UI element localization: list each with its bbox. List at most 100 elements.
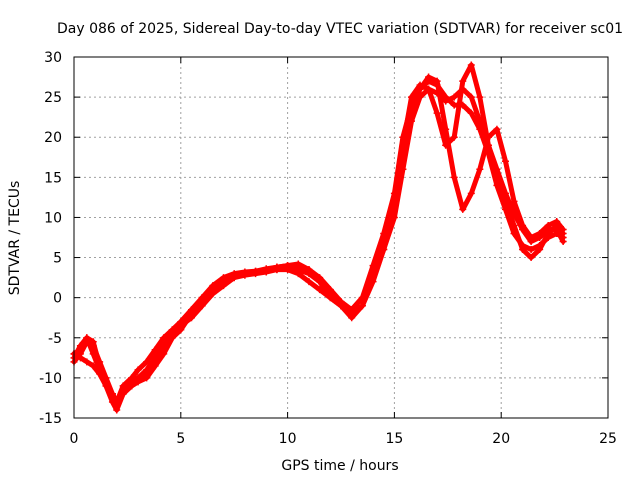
data-point bbox=[102, 378, 110, 386]
data-point bbox=[416, 81, 424, 89]
data-point bbox=[76, 346, 84, 354]
data-point bbox=[544, 229, 552, 237]
data-point bbox=[544, 221, 552, 229]
data-series-layer bbox=[70, 61, 567, 414]
data-point bbox=[230, 274, 238, 282]
gridlines bbox=[74, 57, 608, 418]
data-point bbox=[128, 382, 136, 390]
data-point bbox=[209, 290, 217, 298]
data-point bbox=[553, 221, 561, 229]
data-point bbox=[450, 93, 458, 101]
data-point bbox=[108, 390, 116, 398]
data-point bbox=[536, 246, 544, 254]
data-point bbox=[168, 326, 176, 334]
y-tick-label: 10 bbox=[44, 210, 62, 226]
data-point bbox=[151, 358, 159, 366]
x-tick-label: 25 bbox=[599, 431, 617, 447]
data-point bbox=[96, 362, 104, 370]
data-point bbox=[380, 246, 388, 254]
series-trace bbox=[71, 62, 566, 405]
x-tick-label: 20 bbox=[492, 431, 510, 447]
data-point bbox=[519, 246, 527, 254]
data-point bbox=[134, 374, 142, 382]
data-point bbox=[305, 278, 313, 286]
y-tick-label: -15 bbox=[39, 411, 62, 427]
data-point bbox=[348, 314, 356, 322]
data-point bbox=[536, 229, 544, 237]
data-point bbox=[326, 294, 334, 302]
data-point bbox=[527, 254, 535, 262]
data-point bbox=[337, 302, 345, 310]
series-trace bbox=[71, 74, 566, 405]
data-point bbox=[305, 266, 313, 274]
y-tick-label: 15 bbox=[44, 170, 62, 186]
data-point bbox=[168, 334, 176, 342]
data-point bbox=[143, 358, 151, 366]
x-axis-ticks: 0 5 10 15 20 25 bbox=[70, 57, 617, 447]
data-point bbox=[433, 109, 441, 117]
data-point bbox=[160, 346, 168, 354]
data-point bbox=[119, 386, 127, 394]
data-point bbox=[442, 97, 450, 105]
y-tick-label: 5 bbox=[53, 251, 62, 267]
x-tick-label: 0 bbox=[70, 431, 79, 447]
y-tick-label: 25 bbox=[44, 90, 62, 106]
data-point bbox=[467, 109, 475, 117]
data-point bbox=[113, 398, 121, 406]
x-tick-label: 5 bbox=[176, 431, 185, 447]
series-track-d bbox=[70, 61, 567, 406]
data-point bbox=[493, 173, 501, 181]
data-point bbox=[284, 262, 292, 270]
data-point bbox=[348, 306, 356, 314]
data-point bbox=[198, 294, 206, 302]
data-point bbox=[160, 334, 168, 342]
data-point bbox=[316, 278, 324, 286]
data-point bbox=[177, 322, 185, 330]
data-point bbox=[450, 133, 458, 141]
data-point bbox=[467, 61, 475, 69]
data-point bbox=[527, 246, 535, 254]
data-point bbox=[501, 197, 509, 205]
data-point bbox=[187, 306, 195, 314]
data-point bbox=[559, 238, 567, 246]
data-point bbox=[262, 265, 270, 273]
data-point bbox=[390, 205, 398, 213]
data-point bbox=[151, 346, 159, 354]
y-tick-label: 30 bbox=[44, 50, 62, 66]
data-point bbox=[425, 85, 433, 93]
data-point bbox=[510, 197, 518, 205]
data-point bbox=[476, 93, 484, 101]
chart-title: Day 086 of 2025, Sidereal Day-to-day VTE… bbox=[57, 21, 623, 37]
data-point bbox=[198, 302, 206, 310]
data-point bbox=[501, 157, 509, 165]
data-point bbox=[527, 234, 535, 241]
y-tick-label: 20 bbox=[44, 130, 62, 146]
x-tick-label: 10 bbox=[279, 431, 297, 447]
x-tick-label: 15 bbox=[385, 431, 403, 447]
data-point bbox=[326, 286, 334, 294]
data-point bbox=[143, 370, 151, 378]
data-point bbox=[358, 302, 366, 310]
data-point bbox=[89, 338, 97, 346]
data-point bbox=[187, 314, 195, 322]
data-point bbox=[128, 374, 136, 382]
data-point bbox=[493, 125, 501, 133]
data-point bbox=[559, 229, 567, 237]
y-tick-label: -5 bbox=[48, 331, 62, 347]
data-point bbox=[450, 101, 458, 109]
data-point bbox=[467, 93, 475, 101]
data-point bbox=[369, 274, 377, 282]
data-point bbox=[442, 141, 450, 149]
y-axis-ticks: -15 -10 -5 0 5 10 15 20 25 30 bbox=[39, 50, 608, 427]
data-point bbox=[273, 263, 281, 271]
data-point bbox=[252, 267, 260, 275]
data-point bbox=[407, 93, 415, 101]
data-point bbox=[113, 406, 121, 414]
y-tick-label: -10 bbox=[39, 371, 62, 387]
data-point bbox=[83, 358, 91, 366]
data-point bbox=[220, 282, 228, 290]
data-point bbox=[467, 189, 475, 197]
data-point bbox=[510, 221, 518, 229]
data-point bbox=[476, 165, 484, 173]
data-point bbox=[134, 366, 142, 374]
